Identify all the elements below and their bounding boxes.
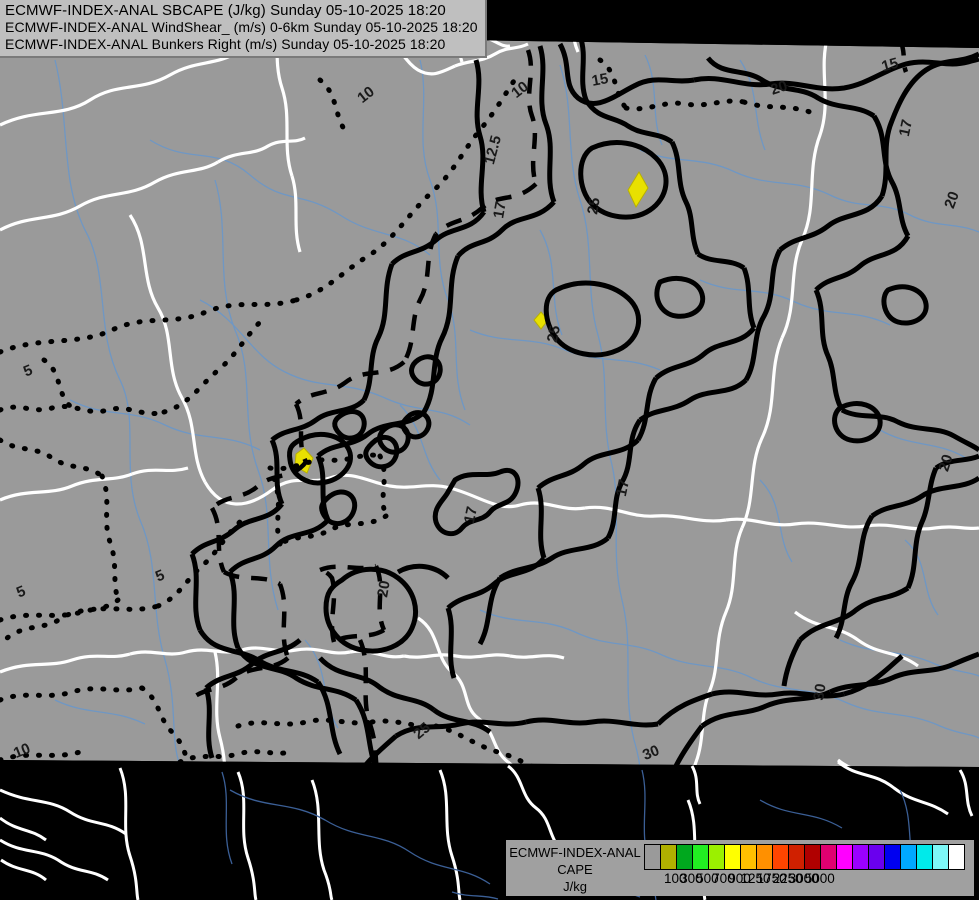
lower-geography	[0, 760, 974, 900]
legend-parameter: CAPE	[557, 862, 593, 877]
colorbar-swatch-13	[853, 845, 869, 869]
colorbar-tick-100: 100	[664, 871, 687, 886]
cape-colorbar-legend: ECMWF-INDEX-ANAL CAPE J/kg 100 300 500 700 9…	[506, 840, 974, 896]
legend-units: J/kg	[563, 879, 587, 894]
colorbar-tick-5000: 5000	[804, 871, 835, 886]
colorbar-swatch-10	[805, 845, 821, 869]
colorbar-tick-2250: 2250	[772, 871, 803, 886]
colorbar-swatch-14	[869, 845, 885, 869]
colorbar-swatch-0	[645, 845, 661, 869]
legend-title: ECMWF-INDEX-ANAL	[509, 845, 641, 860]
colorbar-swatch-19	[949, 845, 964, 869]
shear-contours-solid	[189, 35, 979, 780]
header-line-sbcape: ECMWF-INDEX-ANAL SBCAPE (J/kg) Sunday 05…	[5, 2, 446, 19]
colorbar-swatch-1	[661, 845, 677, 869]
colorbar-tick-900: 900	[728, 871, 751, 886]
colorbar-swatches[interactable]	[644, 844, 965, 870]
colorbar-swatch-18	[933, 845, 949, 869]
colorbar-swatch-3	[693, 845, 709, 869]
colorbar-swatch-6	[741, 845, 757, 869]
river-network	[54, 54, 979, 900]
colorbar-swatch-9	[789, 845, 805, 869]
colorbar-swatch-8	[773, 845, 789, 869]
colorbar-tick-500: 500	[696, 871, 719, 886]
colorbar-swatch-17	[917, 845, 933, 869]
legend-caption: ECMWF-INDEX-ANAL CAPE J/kg	[506, 840, 644, 895]
colorbar-tick-700: 700	[712, 871, 735, 886]
colorbar-swatch-15	[885, 845, 901, 869]
colorbar-tick-1250: 1250	[740, 871, 771, 886]
colorbar-swatch-11	[821, 845, 837, 869]
colorbar-tick-3000: 3000	[788, 871, 819, 886]
colorbar-swatch-16	[901, 845, 917, 869]
colorbar-swatch-12	[837, 845, 853, 869]
colorbar-tick-1750: 1750	[756, 871, 787, 886]
map-header-box: ECMWF-INDEX-ANAL SBCAPE (J/kg) Sunday 05…	[0, 0, 487, 58]
colorbar-swatch-4	[709, 845, 725, 869]
colorbar-tick-300: 300	[680, 871, 703, 886]
colorbar-tick-labels: 100 300 500 700 900 1250 1750 2250 3000 5000	[644, 870, 965, 890]
colorbar-swatch-7	[757, 845, 773, 869]
header-line-windshear: ECMWF-INDEX-ANAL WindShear_ (m/s) 0-6km …	[5, 19, 478, 35]
header-line-bunkers: ECMWF-INDEX-ANAL Bunkers Right (m/s) Sun…	[5, 36, 446, 52]
colorbar-swatch-2	[677, 845, 693, 869]
legend-scale: 100 300 500 700 900 1250 1750 2250 3000 5000	[644, 840, 974, 890]
colorbar-swatch-5	[725, 845, 741, 869]
